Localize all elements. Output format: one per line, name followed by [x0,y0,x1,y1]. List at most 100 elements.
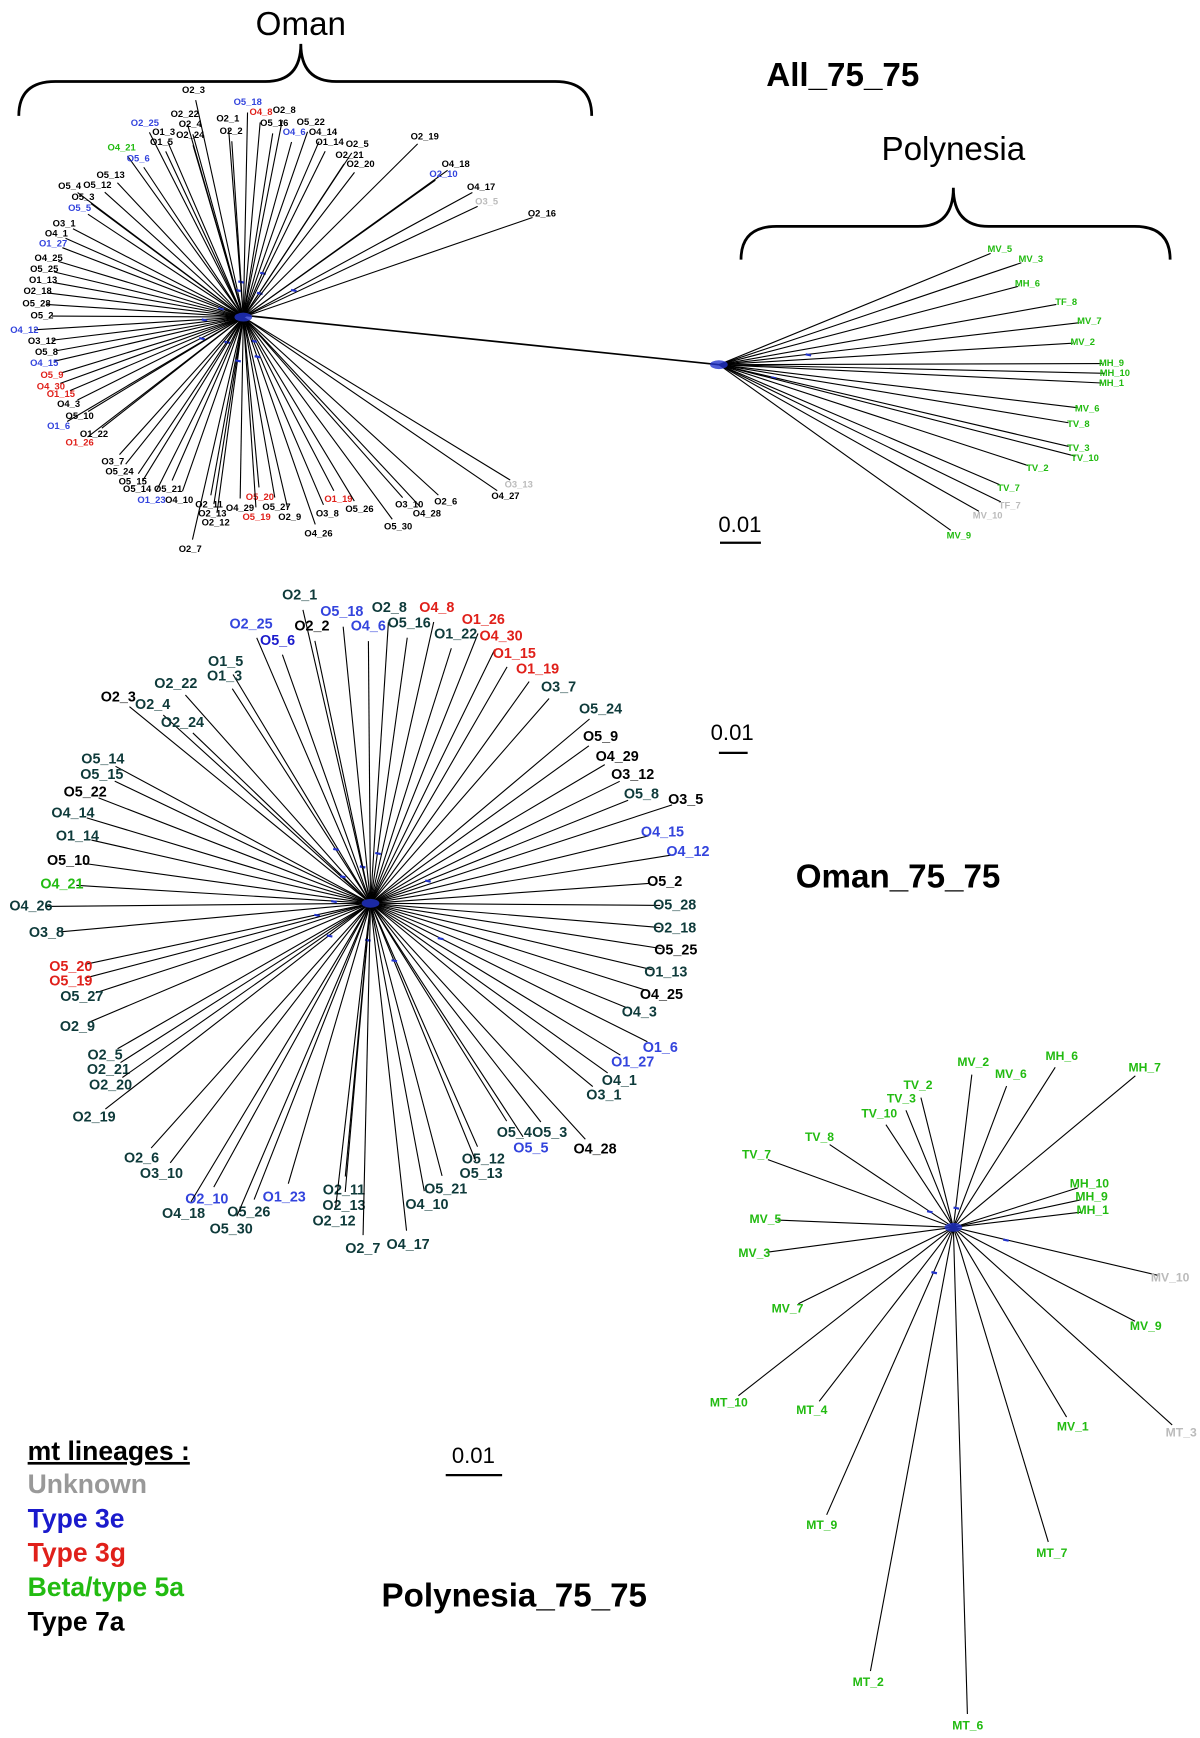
branch [314,640,372,904]
branch [56,316,244,352]
leaf-label: O2_6 [124,1151,159,1167]
leaf-label: O3_12 [28,335,56,346]
branch [34,316,244,331]
leaf-label: MH_9 [1075,1190,1108,1204]
leaf-label: O4_15 [30,357,58,368]
leaf-label: MV_10 [973,510,1003,521]
scale-bar-label: 0.01 [711,720,754,745]
leaf-label: O2_2 [294,619,329,635]
branch [90,902,371,1023]
branch [718,364,1078,409]
branch [216,317,244,514]
branch [242,172,355,318]
leaf-label: O5_9 [40,369,63,380]
leaf-label: O5_28 [653,897,696,913]
leaf-label: O3_7 [541,679,576,695]
leaf-label: O5_12 [83,179,111,190]
leaf-label: O4_6 [283,126,306,137]
branch [77,316,244,401]
leaf-label: O2_19 [72,1110,115,1126]
branch [718,364,1002,503]
branch [242,316,439,496]
leaf-label: O5_18 [320,604,363,620]
branch [253,903,372,1200]
branch [362,903,372,1236]
leaf-label: O4_17 [387,1237,430,1253]
leaf-label: O5_26 [345,503,373,514]
leaf-label: O2_9 [60,1019,95,1035]
leaf-label: TV_7 [742,1148,771,1162]
branch [370,902,662,950]
leaf-label: O3_5 [475,196,498,207]
leaf-label: O2_19 [411,130,439,141]
leaf-label: MV_3 [738,1246,770,1260]
branch [335,903,372,1208]
leaf-label: O5_25 [30,263,58,274]
branch [826,1227,954,1516]
leaf-label: O2_7 [345,1241,380,1257]
branch [885,1124,954,1228]
branch [952,1227,1068,1418]
leaf-label: O3_5 [668,792,703,808]
leaf-label: TV_10 [861,1107,897,1121]
branch [242,141,293,318]
leaf-label: O4_29 [596,749,639,765]
leaf-label: O5_16 [388,615,431,631]
branch [169,902,371,1164]
branch [818,1227,954,1402]
leaf-label: O2_1 [216,113,239,124]
leaf-label: O4_25 [35,252,63,263]
leaf-label: O5_19 [242,511,270,522]
branch [242,163,345,318]
leaf-label: O4_21 [108,141,136,152]
branch [242,316,421,508]
branch [370,681,530,904]
branch [370,902,661,906]
branch [369,903,443,1176]
leaf-label: TF_7 [999,500,1021,511]
leaf-label: O5_25 [654,943,697,959]
branch [72,228,244,318]
leaf-label: O5_21 [154,483,182,494]
branch [718,364,980,512]
leaf-label: O4_30 [37,380,65,391]
branch [718,364,1000,486]
branch [148,132,244,318]
leaf-label: MT_9 [806,1518,837,1532]
branch [369,637,408,904]
leaf-label: O1_14 [56,829,99,845]
support-mark [805,353,812,357]
leaf-label: O1_19 [324,493,352,504]
leaf-label: MH_1 [1099,377,1124,388]
leaf-label: O4_12 [666,844,709,860]
leaf-label: O5_3 [71,191,94,202]
leaf-label: TV_3 [887,1091,916,1105]
leaf-label: MT_6 [952,1718,983,1732]
leaf-label: O4_10 [405,1197,448,1213]
branch [369,621,435,904]
leaf-label: TV_8 [805,1130,834,1144]
leaf-label: MV_7 [772,1301,804,1315]
leaf-label: O2_10 [185,1191,228,1207]
branch [287,903,372,1184]
branch [370,902,608,1074]
leaf-label: MH_6 [1046,1049,1079,1063]
branch [369,903,425,1192]
leaf-label: MT_2 [853,1675,884,1689]
legend-item: Type 7a [28,1606,125,1636]
branch [117,182,244,318]
branch [62,247,244,318]
support-mark [254,355,261,359]
leaf-label: O4_14 [309,126,338,137]
tree: O2_3 O5_18 O2_22 O4_8 O2_8 O2_25 O2_4 O2_1 O5_16… [10,84,1130,554]
scale-bar-label: 0.01 [718,512,761,537]
leaf-label: O5_22 [297,116,325,127]
leaf-label: MH_6 [1015,277,1040,288]
branch [58,260,244,318]
leaf-label: MT_4 [796,1403,827,1417]
branch [370,666,508,904]
leaf-label: O2_22 [171,108,199,119]
branch [281,654,372,904]
branch [953,1199,1080,1228]
